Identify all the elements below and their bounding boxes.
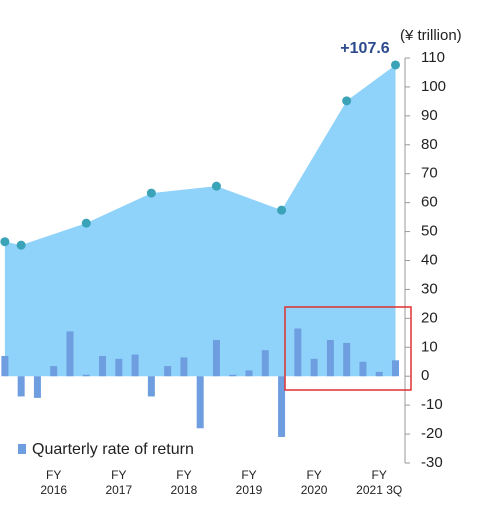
bar [212, 340, 220, 377]
y-tick-label: 20 [421, 309, 438, 326]
y-tick-label: 0 [421, 367, 429, 384]
bar [66, 331, 74, 377]
point [211, 181, 221, 191]
bar [326, 340, 334, 377]
x-tick-label: FY 2020 [300, 468, 328, 497]
bar [229, 374, 237, 377]
bar [310, 358, 318, 377]
legend-label: Quarterly rate of return [32, 441, 194, 458]
bar [99, 355, 107, 377]
y-tick-label: -10 [421, 396, 443, 413]
y-axis-label: (¥ trillion) [400, 27, 462, 44]
y-tick-label: 100 [421, 78, 446, 95]
bar [359, 361, 367, 377]
point [16, 240, 26, 250]
y-tick-label: 110 [421, 49, 445, 66]
x-tick-label: FY 2017 [105, 468, 133, 497]
bar [343, 342, 351, 377]
area [4, 64, 396, 377]
y-tick-label: 10 [421, 338, 438, 355]
bar [294, 328, 302, 377]
x-tick-label: FY 2018 [170, 468, 198, 497]
bar [164, 366, 172, 377]
y-tick-label: -30 [421, 454, 443, 471]
y-tick-label: -20 [421, 425, 443, 442]
point [277, 205, 287, 215]
x-tick-label: FY 2019 [235, 468, 263, 497]
bar [180, 357, 188, 377]
bar [261, 350, 269, 377]
y-tick-label: 30 [421, 280, 438, 297]
point [146, 188, 156, 198]
y-tick-label: 50 [421, 223, 438, 240]
y-tick-label: 80 [421, 136, 438, 153]
bar [278, 376, 286, 437]
bar [375, 371, 383, 377]
highlight-box [284, 306, 412, 391]
plot [1, 64, 399, 437]
legend-swatch [18, 444, 26, 454]
bar [391, 360, 399, 377]
markers [0, 60, 400, 250]
point [342, 96, 352, 106]
annotation: +107.6 [340, 40, 389, 57]
point [0, 237, 10, 247]
point [390, 60, 400, 70]
bar [17, 376, 25, 397]
x-tick-label: FY 2016 [40, 468, 68, 497]
bar [33, 376, 41, 398]
y-tick-label: 90 [421, 107, 438, 124]
y-tick-label: 60 [421, 194, 438, 211]
x-tick-label: FY 2021 3Q [356, 468, 403, 497]
bar [245, 370, 253, 377]
bar [131, 354, 139, 377]
point [81, 218, 91, 228]
bar [50, 366, 58, 377]
bar [115, 358, 123, 377]
y-tick-label: 70 [421, 165, 438, 182]
bar [196, 376, 204, 429]
bar [82, 374, 90, 377]
bar [1, 355, 9, 377]
bar [147, 376, 155, 397]
y-tick-label: 40 [421, 251, 438, 268]
